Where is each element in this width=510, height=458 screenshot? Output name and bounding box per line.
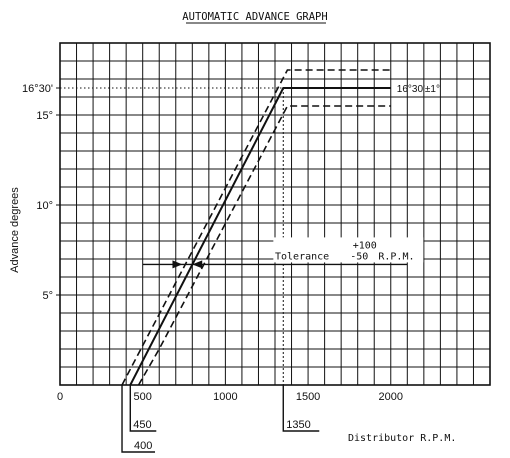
plot-frame (59, 42, 491, 386)
marker-1350-bracket (282, 385, 320, 432)
y-axis-label: Advance degrees (9, 187, 21, 273)
marker-450-label: 450 (133, 419, 151, 431)
tolerance-minus: -50 (350, 251, 368, 262)
chart-title: AUTOMATIC ADVANCE GRAPH (182, 11, 327, 23)
x-tick-label: 0 (57, 391, 63, 403)
grid (59, 42, 491, 386)
tolerance-label-bg (273, 237, 424, 263)
marker-400-bracket (121, 385, 156, 453)
x-tick-label: 500 (134, 391, 152, 403)
y-tick-label: 15° (36, 110, 53, 122)
tolerance-plus: +100 (353, 240, 377, 251)
annotation-layer: 16°30'±1° Tolerance +100-50 R.P.M. 450 400 135… (121, 84, 440, 453)
y-tick-label: 10° (36, 200, 53, 212)
y-tick-label: 16°30' (22, 83, 53, 95)
x-tick-label: 1500 (296, 391, 320, 403)
line-label: 16°30'±1° (397, 84, 440, 95)
tolerance-arrow-left (192, 260, 203, 269)
marker-450-bracket (129, 385, 157, 432)
x-tick-label: 1000 (213, 391, 237, 403)
x-tick-labels: 0 500 1000 1500 2000 (57, 391, 403, 403)
marker-1350-label: 1350 (286, 419, 310, 431)
marker-400-label: 400 (134, 440, 152, 452)
tolerance-label: Tolerance (275, 251, 329, 262)
y-tick-label: 5° (42, 290, 53, 302)
series-tolerance-line-2 (137, 105, 391, 386)
series-layer (121, 69, 391, 386)
tolerance-unit: R.P.M. (378, 251, 414, 262)
x-axis-label: Distributor R.P.M. (348, 433, 456, 444)
y-tick-labels: 5° 10° 15° 16°30' (22, 83, 284, 302)
tolerance-arrow-right (172, 260, 183, 269)
x-tick-label: 2000 (379, 391, 403, 403)
series-tolerance-line-1 (121, 69, 391, 386)
